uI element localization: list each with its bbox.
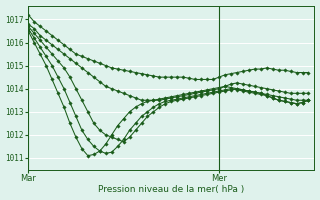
X-axis label: Pression niveau de la mer( hPa ): Pression niveau de la mer( hPa ) — [98, 185, 244, 194]
